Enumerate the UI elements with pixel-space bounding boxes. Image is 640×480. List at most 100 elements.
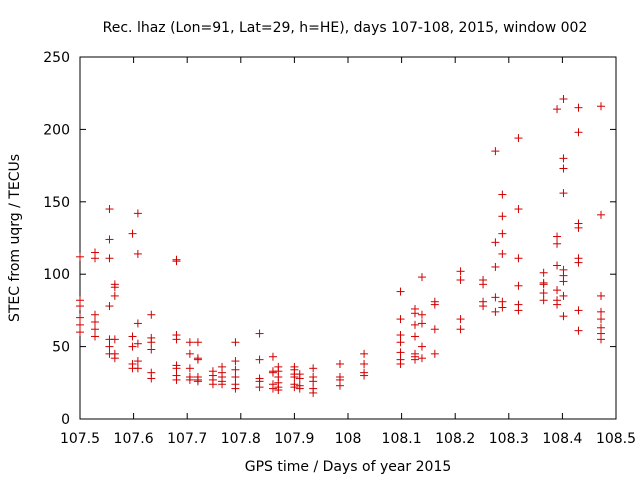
data-point-marker bbox=[596, 291, 605, 300]
data-point-marker bbox=[133, 339, 142, 348]
data-point-marker bbox=[91, 254, 100, 263]
x-tick-label: 107.8 bbox=[221, 431, 261, 447]
data-point-marker bbox=[559, 154, 568, 163]
data-point-marker bbox=[185, 349, 194, 358]
data-point-marker bbox=[491, 293, 500, 302]
data-point-marker bbox=[596, 335, 605, 344]
data-point-marker bbox=[172, 335, 181, 344]
data-point-marker bbox=[208, 380, 217, 389]
data-point-marker bbox=[574, 223, 583, 232]
data-point-marker bbox=[218, 380, 227, 389]
data-point-marker bbox=[147, 310, 156, 319]
data-point-marker bbox=[147, 338, 156, 347]
y-tick-label: 50 bbox=[52, 340, 70, 356]
data-point-marker bbox=[456, 275, 465, 284]
data-point-marker bbox=[417, 354, 426, 363]
x-tick-label: 108 bbox=[335, 431, 362, 447]
data-point-marker bbox=[396, 359, 405, 368]
data-point-marker bbox=[574, 103, 583, 112]
data-point-marker bbox=[128, 342, 137, 351]
data-point-marker bbox=[231, 365, 240, 374]
data-point-marker bbox=[514, 254, 523, 263]
x-tick-label: 107.7 bbox=[167, 431, 207, 447]
data-point-marker bbox=[559, 94, 568, 103]
data-point-marker bbox=[574, 128, 583, 137]
data-point-marker bbox=[290, 373, 299, 382]
data-point-marker bbox=[231, 338, 240, 347]
data-point-marker bbox=[396, 338, 405, 347]
data-point-marker bbox=[110, 335, 119, 344]
data-point-marker bbox=[255, 355, 264, 364]
data-point-marker bbox=[255, 329, 264, 338]
data-point-marker bbox=[491, 262, 500, 271]
data-point-marker bbox=[514, 281, 523, 290]
data-point-marker bbox=[309, 388, 318, 397]
data-point-marker bbox=[456, 267, 465, 276]
data-point-marker bbox=[396, 348, 405, 357]
data-point-marker bbox=[411, 355, 419, 364]
y-tick-label: 200 bbox=[43, 122, 70, 138]
x-axis-ticks: 107.5 107.6 107.7 107.8 107.9 108 108.1 108.2 10… bbox=[60, 57, 636, 447]
data-point-marker bbox=[110, 283, 119, 292]
data-point-marker bbox=[553, 239, 562, 248]
data-point-marker bbox=[133, 249, 142, 258]
x-axis-label: GPS time / Days of year 2015 bbox=[245, 459, 452, 475]
data-point-marker bbox=[430, 325, 439, 334]
data-point-marker bbox=[479, 280, 488, 289]
data-point-marker bbox=[105, 254, 114, 263]
data-point-marker bbox=[290, 383, 299, 392]
data-point-marker bbox=[133, 364, 142, 373]
data-point-marker bbox=[574, 306, 583, 315]
x-tick-label: 107.6 bbox=[114, 431, 154, 447]
data-point-marker bbox=[596, 315, 605, 324]
data-point-marker bbox=[76, 320, 84, 329]
x-tick-label: 107.5 bbox=[60, 431, 100, 447]
data-point-marker bbox=[498, 212, 507, 221]
data-point-marker bbox=[553, 232, 562, 241]
data-point-marker bbox=[76, 302, 84, 311]
data-point-marker bbox=[539, 280, 548, 289]
data-point-marker bbox=[185, 338, 194, 347]
data-point-marker bbox=[193, 355, 202, 364]
data-point-marker bbox=[411, 332, 419, 341]
y-tick-label: 0 bbox=[61, 412, 70, 428]
data-point-marker bbox=[172, 375, 181, 384]
data-point-marker bbox=[268, 384, 277, 393]
data-point-marker bbox=[559, 277, 568, 286]
data-point-marker bbox=[574, 258, 583, 267]
data-point-marker bbox=[411, 320, 419, 329]
data-point-marker bbox=[133, 319, 142, 328]
chart-title: Rec. lhaz (Lon=91, Lat=29, h=HE), days 1… bbox=[103, 20, 588, 36]
data-point-marker bbox=[559, 164, 568, 173]
data-point-marker bbox=[133, 209, 142, 218]
data-point-marker bbox=[335, 359, 344, 368]
data-point-marker bbox=[596, 210, 605, 219]
data-point-marker bbox=[491, 238, 500, 247]
data-point-marker bbox=[91, 332, 100, 341]
data-point-marker bbox=[553, 286, 562, 295]
data-point-marker bbox=[193, 377, 202, 386]
data-point-marker bbox=[91, 310, 100, 319]
data-point-marker bbox=[539, 296, 548, 305]
data-point-marker bbox=[231, 357, 240, 366]
data-point-marker bbox=[185, 375, 194, 384]
data-point-marker bbox=[559, 312, 568, 321]
y-axis-label: STEC from uqrg / TECUs bbox=[7, 154, 23, 322]
x-tick-label: 108.4 bbox=[542, 431, 582, 447]
data-point-marker bbox=[193, 338, 202, 347]
data-point-marker bbox=[133, 357, 142, 366]
y-axis-ticks: 0 50 100 150 200 250 bbox=[43, 50, 616, 428]
data-point-marker bbox=[574, 326, 583, 335]
data-point-marker bbox=[498, 190, 507, 199]
data-point-marker bbox=[498, 249, 507, 258]
data-point-marker bbox=[479, 302, 488, 311]
data-point-marker bbox=[105, 235, 114, 244]
data-point-marker bbox=[76, 252, 84, 261]
data-point-marker bbox=[147, 374, 156, 383]
data-point-marker bbox=[91, 317, 100, 326]
y-tick-label: 100 bbox=[43, 267, 70, 283]
data-point-marker bbox=[553, 261, 562, 270]
data-point-marker bbox=[417, 273, 426, 282]
y-tick-label: 250 bbox=[43, 50, 70, 66]
